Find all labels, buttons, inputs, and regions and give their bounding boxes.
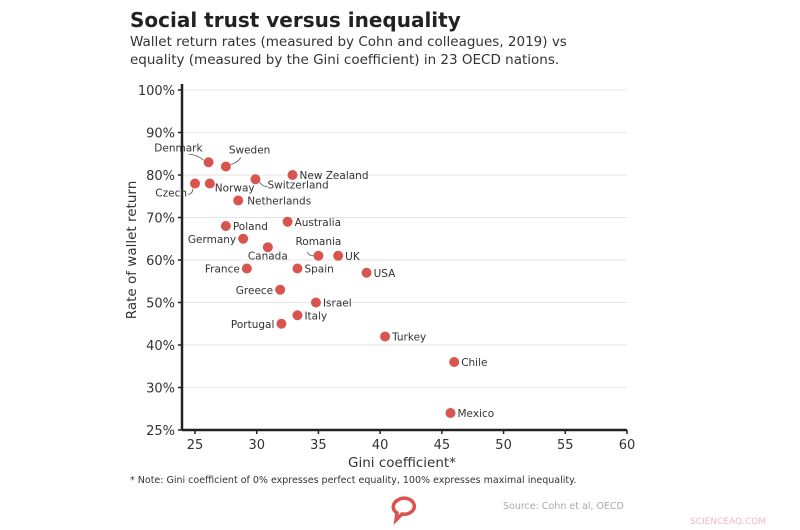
y-tick-label: 80% bbox=[146, 169, 175, 184]
point-label: Portugal bbox=[231, 319, 275, 331]
data-point bbox=[233, 195, 244, 206]
x-tick-label: 30 bbox=[248, 438, 265, 453]
point-label: Canada bbox=[248, 250, 288, 262]
y-axis-label: Rate of wallet return bbox=[124, 181, 140, 320]
point-label: Romania bbox=[295, 236, 341, 248]
point-label: Sweden bbox=[229, 145, 271, 157]
leader-line bbox=[187, 188, 194, 195]
data-point bbox=[361, 267, 372, 278]
y-tick-label: 30% bbox=[146, 382, 175, 397]
point-label: Greece bbox=[236, 285, 273, 297]
y-tick-label: 100% bbox=[138, 84, 175, 99]
data-point bbox=[276, 318, 287, 329]
data-point bbox=[333, 250, 344, 261]
point-label: Italy bbox=[304, 310, 327, 322]
data-point bbox=[292, 263, 303, 274]
point-label: Chile bbox=[461, 357, 487, 369]
x-tick-label: 35 bbox=[310, 438, 327, 453]
data-point bbox=[310, 297, 321, 308]
x-axis-label: Gini coefficient* bbox=[348, 455, 456, 471]
data-point bbox=[220, 161, 231, 172]
chart-title: Social trust versus inequality bbox=[130, 8, 461, 32]
x-tick-label: 50 bbox=[495, 438, 512, 453]
data-point bbox=[190, 178, 200, 189]
point-label: France bbox=[205, 264, 240, 276]
x-tick-label: 55 bbox=[557, 438, 574, 453]
leader-line bbox=[230, 157, 242, 165]
footnote: * Note: Gini coefficient of 0% expresses… bbox=[130, 475, 577, 486]
point-label: Norway bbox=[215, 183, 255, 195]
data-point bbox=[380, 331, 391, 342]
point-label: New Zealand bbox=[300, 170, 369, 182]
point-label: Czech bbox=[155, 188, 187, 200]
point-label: Netherlands bbox=[247, 196, 311, 208]
speech-bubble-logo bbox=[391, 496, 417, 525]
point-label: Mexico bbox=[457, 408, 494, 420]
y-tick-label: 70% bbox=[146, 212, 175, 227]
point-label: Spain bbox=[304, 264, 333, 276]
y-tick-label: 25% bbox=[146, 424, 175, 439]
y-tick-label: 60% bbox=[146, 254, 175, 269]
x-tick-label: 60 bbox=[619, 438, 636, 453]
y-tick-label: 90% bbox=[146, 127, 175, 142]
data-point bbox=[313, 250, 324, 261]
point-label: UK bbox=[345, 251, 361, 263]
data-point bbox=[449, 357, 460, 367]
point-label: Turkey bbox=[391, 332, 426, 344]
data-point bbox=[250, 174, 261, 185]
point-label: Israel bbox=[323, 298, 352, 310]
point-label: Australia bbox=[295, 217, 341, 229]
x-tick-label: 25 bbox=[187, 438, 204, 453]
data-point bbox=[220, 221, 231, 231]
data-point bbox=[445, 408, 456, 418]
leader-line bbox=[307, 251, 314, 257]
data-point bbox=[287, 170, 298, 180]
chart-subtitle: Wallet return rates (measured by Cohn an… bbox=[130, 34, 567, 68]
data-point bbox=[292, 310, 303, 321]
y-tick-label: 40% bbox=[146, 339, 175, 354]
data-point bbox=[238, 233, 249, 244]
leader-line bbox=[188, 153, 204, 161]
leader-line bbox=[259, 181, 268, 187]
y-tick-label: 50% bbox=[146, 297, 175, 312]
point-label: Germany bbox=[188, 234, 236, 246]
x-tick-label: 40 bbox=[372, 438, 389, 453]
data-point bbox=[262, 242, 273, 253]
source-text: Source: Cohn et al, OECD bbox=[503, 501, 624, 512]
watermark: SCIENCEAQ.COM bbox=[690, 517, 767, 527]
data-point bbox=[241, 263, 252, 274]
point-label: Poland bbox=[233, 221, 268, 233]
x-tick-label: 45 bbox=[434, 438, 451, 453]
data-point bbox=[204, 178, 215, 189]
point-label: Switzerland bbox=[267, 179, 328, 191]
data-point bbox=[282, 216, 293, 227]
data-point bbox=[275, 284, 286, 295]
point-label: Denmark bbox=[154, 142, 203, 154]
data-point bbox=[203, 157, 214, 168]
point-label: USA bbox=[374, 268, 397, 280]
